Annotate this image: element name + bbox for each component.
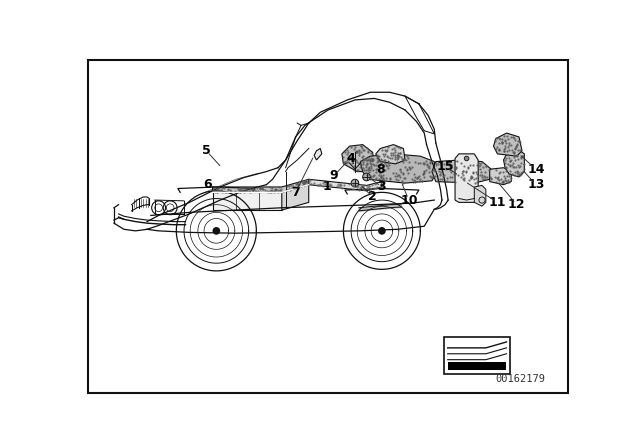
Text: 8: 8	[376, 163, 385, 176]
Text: 2: 2	[368, 190, 377, 203]
Polygon shape	[308, 179, 382, 191]
Text: 10: 10	[400, 194, 418, 207]
Text: 6: 6	[204, 178, 212, 191]
Bar	[444, 336, 510, 374]
Polygon shape	[447, 362, 506, 370]
Polygon shape	[504, 148, 524, 177]
Polygon shape	[314, 148, 322, 160]
Circle shape	[212, 227, 220, 235]
Text: 00162179: 00162179	[495, 375, 545, 384]
Polygon shape	[474, 185, 486, 206]
Polygon shape	[212, 192, 282, 210]
Polygon shape	[282, 185, 308, 210]
Circle shape	[378, 227, 386, 235]
Circle shape	[363, 173, 371, 181]
Polygon shape	[455, 154, 478, 202]
Polygon shape	[212, 179, 308, 192]
Text: 12: 12	[508, 198, 525, 211]
Text: 13: 13	[527, 178, 545, 191]
Circle shape	[351, 179, 359, 187]
Text: 5: 5	[202, 144, 211, 157]
Polygon shape	[376, 145, 405, 164]
Polygon shape	[342, 145, 374, 172]
Text: 14: 14	[527, 163, 545, 176]
Text: 4: 4	[347, 152, 355, 165]
Text: 15: 15	[436, 159, 454, 172]
Polygon shape	[360, 154, 436, 183]
Text: 7: 7	[291, 186, 300, 199]
Text: 3: 3	[378, 181, 386, 194]
Polygon shape	[493, 133, 522, 156]
Text: 11: 11	[489, 196, 506, 209]
Polygon shape	[432, 160, 492, 183]
Text: 9: 9	[330, 169, 339, 182]
Text: 1: 1	[322, 181, 331, 194]
Circle shape	[464, 156, 469, 161]
Polygon shape	[490, 168, 511, 185]
